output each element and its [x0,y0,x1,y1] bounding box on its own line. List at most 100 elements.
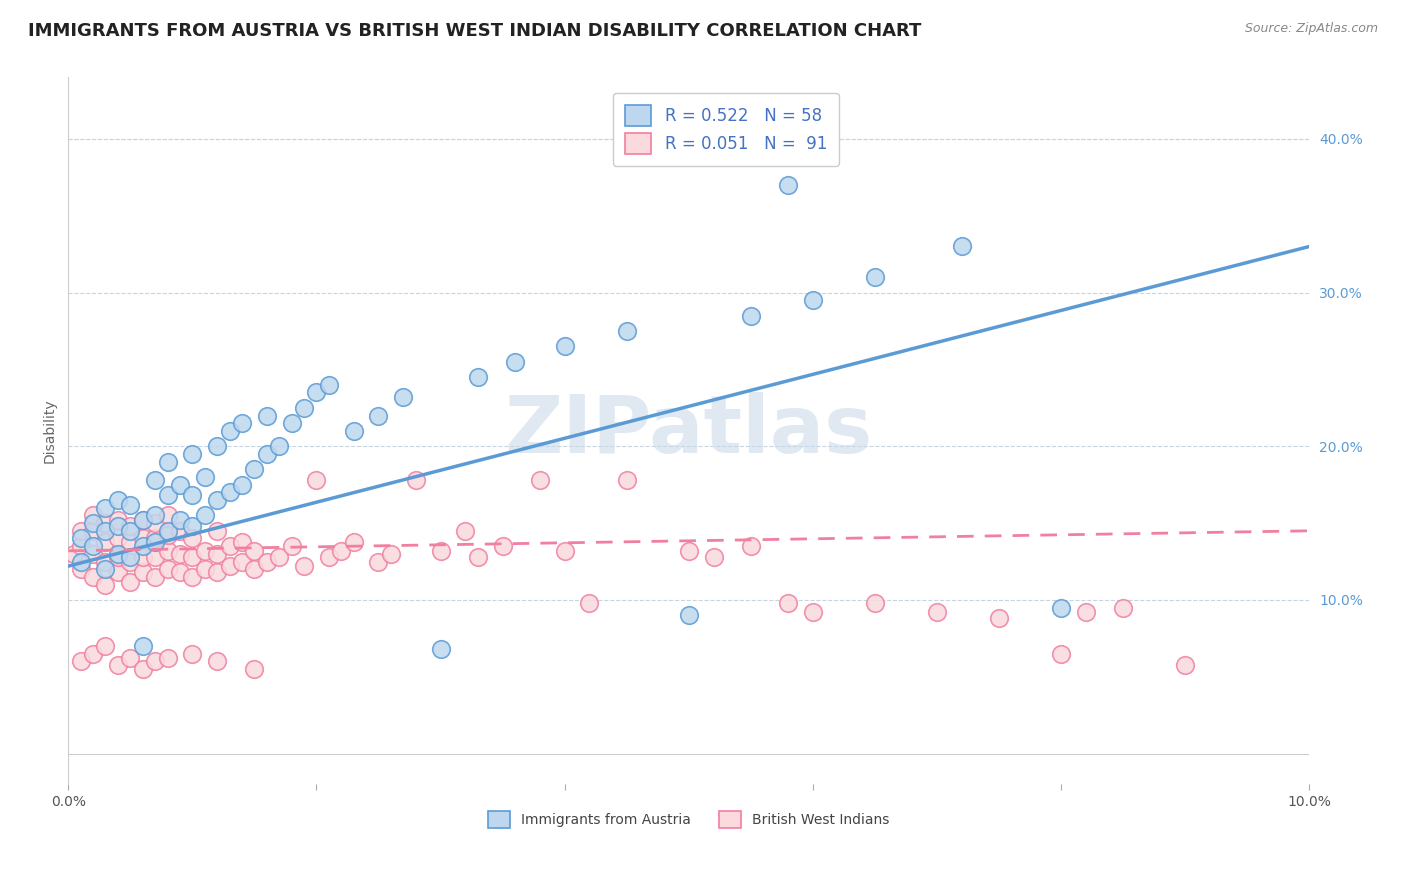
Point [218,424,240,438]
Point [678,608,700,623]
Point [120,555,142,569]
Point [120,574,142,589]
Point [616,324,638,338]
Point [82,516,104,530]
Point [205,524,228,538]
Point [950,239,973,253]
Text: IMMIGRANTS FROM AUSTRIA VS BRITISH WEST INDIAN DISABILITY CORRELATION CHART: IMMIGRANTS FROM AUSTRIA VS BRITISH WEST … [28,22,921,40]
Point [218,485,240,500]
Point [156,528,179,542]
Point [181,549,204,564]
Point [1112,600,1135,615]
Point [156,562,179,576]
Point [156,651,179,665]
Point [181,532,204,546]
Point [343,534,366,549]
Point [243,562,266,576]
Point [678,543,700,558]
Point [367,555,389,569]
Point [801,293,824,308]
Point [218,559,240,574]
Point [988,611,1011,625]
Point [143,473,166,487]
Point [256,447,278,461]
Point [131,662,153,676]
Point [491,539,513,553]
Point [107,493,129,508]
Point [94,516,117,530]
Point [169,477,191,491]
Point [801,605,824,619]
Point [82,508,104,523]
Point [703,549,725,564]
Point [231,555,253,569]
Point [131,566,153,580]
Point [107,547,129,561]
Point [82,647,104,661]
Point [94,577,117,591]
Point [181,519,204,533]
Point [318,549,340,564]
Point [143,549,166,564]
Legend: Immigrants from Austria, British West Indians: Immigrants from Austria, British West In… [482,805,896,834]
Point [107,519,129,533]
Point [120,519,142,533]
Point [280,416,302,430]
Point [1074,605,1097,619]
Point [243,543,266,558]
Point [107,513,129,527]
Point [156,508,179,523]
Y-axis label: Disability: Disability [44,399,58,463]
Point [120,524,142,538]
Point [143,534,166,549]
Point [69,524,91,538]
Point [94,562,117,576]
Point [131,539,153,553]
Point [169,513,191,527]
Point [256,409,278,423]
Point [69,555,91,569]
Point [69,655,91,669]
Point [143,516,166,530]
Point [107,532,129,546]
Point [205,493,228,508]
Point [554,543,576,558]
Point [82,524,104,538]
Point [367,409,389,423]
Point [94,639,117,653]
Point [120,549,142,564]
Point [181,488,204,502]
Point [194,562,217,576]
Point [243,462,266,476]
Point [429,543,451,558]
Point [205,655,228,669]
Point [405,473,427,487]
Point [269,549,291,564]
Point [143,570,166,584]
Point [107,566,129,580]
Point [181,647,204,661]
Point [392,390,415,404]
Point [120,498,142,512]
Point [143,508,166,523]
Point [156,524,179,538]
Point [131,513,153,527]
Point [194,508,217,523]
Point [131,639,153,653]
Point [343,424,366,438]
Point [63,547,86,561]
Point [194,543,217,558]
Point [380,547,402,561]
Point [131,532,153,546]
Point [94,555,117,569]
Point [120,534,142,549]
Point [292,559,315,574]
Point [863,270,886,285]
Point [467,549,489,564]
Point [318,377,340,392]
Point [82,570,104,584]
Point [554,339,576,353]
Point [256,555,278,569]
Point [280,539,302,553]
Point [156,455,179,469]
